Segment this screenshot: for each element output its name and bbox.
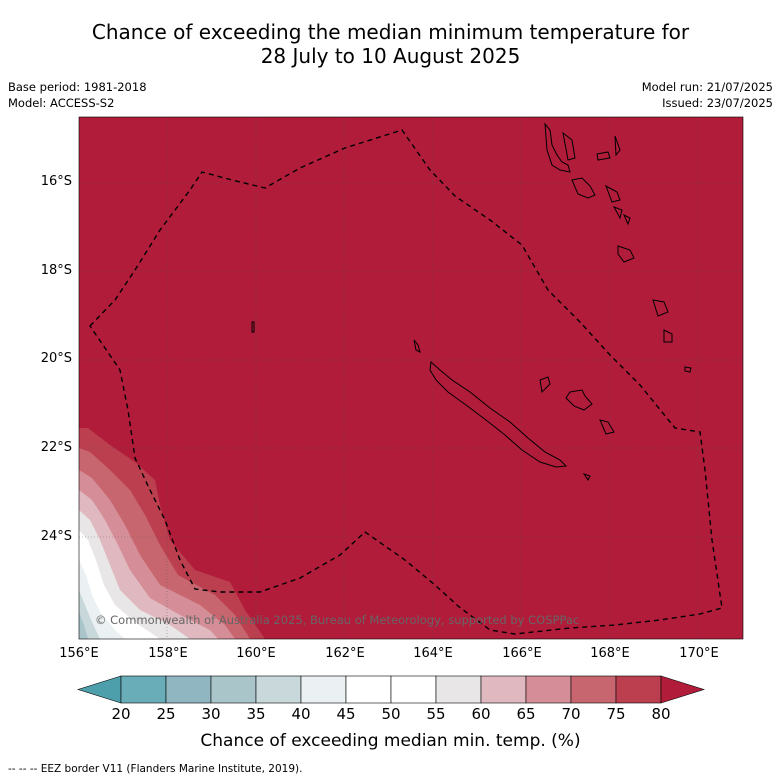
lon-label-170e: 170°E: [679, 646, 719, 661]
colorbar-segment: [210, 675, 257, 704]
colorbar-tick-label: 75: [606, 705, 626, 723]
colorbar-segment: [435, 675, 482, 704]
colorbar-low-extend: [76, 675, 122, 704]
eez-border: [89, 129, 723, 635]
colorbar-segment: [480, 675, 527, 704]
colorbar-segment: [120, 675, 167, 704]
lat-label-20s: 20°S: [40, 351, 72, 366]
colorbar-tick-label: 80: [651, 705, 671, 723]
map-frame: [78, 116, 744, 640]
colorbar-tick-label: 70: [561, 705, 581, 723]
colorbar: [76, 675, 706, 704]
colorbar-tick-label: 20: [111, 705, 131, 723]
lon-label-164e: 164°E: [413, 646, 453, 661]
lat-label-16s: 16°S: [40, 174, 72, 189]
gridlines: [79, 117, 743, 639]
colorbar-tick-label: 25: [156, 705, 176, 723]
lon-label-162e: 162°E: [325, 646, 365, 661]
lat-label-24s: 24°S: [40, 529, 72, 544]
colorbar-segment: [615, 675, 662, 704]
copyright-text: © Commonwealth of Australia 2025, Bureau…: [95, 613, 580, 627]
colorbar-tick-label: 55: [426, 705, 446, 723]
colorbar-segment: [525, 675, 572, 704]
new-caledonia-coast: [429, 360, 568, 468]
issued-date: Issued: 23/07/2025: [662, 96, 773, 110]
colorbar-segment: [300, 675, 347, 704]
title-line-1: Chance of exceeding the median minimum t…: [91, 20, 690, 44]
lon-label-156e: 156°E: [59, 646, 99, 661]
lon-label-168e: 168°E: [590, 646, 630, 661]
title-line-2: 28 July to 10 August 2025: [260, 44, 521, 68]
colorbar-segment: [345, 675, 392, 704]
lat-label-18s: 18°S: [40, 263, 72, 278]
lat-label-22s: 22°S: [40, 440, 72, 455]
colorbar-segment: [390, 675, 437, 704]
lon-label-160e: 160°E: [236, 646, 276, 661]
colorbar-segment: [570, 675, 617, 704]
colorbar-tick-label: 30: [201, 705, 221, 723]
meta-right: Model run: 21/07/2025 Issued: 23/07/2025: [642, 79, 773, 111]
vanuatu-coast: [544, 122, 571, 173]
coastlines: [251, 122, 692, 481]
probability-contours: [79, 428, 265, 639]
colorbar-segment: [255, 675, 302, 704]
eez-footnote: -- -- -- EEZ border V11 (Flanders Marine…: [8, 763, 303, 775]
colorbar-tick-label: 50: [381, 705, 401, 723]
model-name: Model: ACCESS-S2: [8, 96, 115, 110]
lon-label-166e: 166°E: [502, 646, 542, 661]
colorbar-high-extend: [660, 675, 706, 704]
model-run: Model run: 21/07/2025: [641, 80, 773, 94]
colorbar-segment: [165, 675, 212, 704]
colorbar-tick-label: 60: [471, 705, 491, 723]
lon-label-158e: 158°E: [148, 646, 188, 661]
colorbar-tick-label: 65: [516, 705, 536, 723]
colorbar-tick-label: 35: [246, 705, 266, 723]
meta-left: Base period: 1981-2018 Model: ACCESS-S2: [8, 79, 147, 111]
base-period: Base period: 1981-2018: [8, 80, 147, 94]
colorbar-tick-label: 45: [336, 705, 356, 723]
colorbar-tick-label: 40: [291, 705, 311, 723]
colorbar-title: Chance of exceeding median min. temp. (%…: [200, 731, 581, 751]
